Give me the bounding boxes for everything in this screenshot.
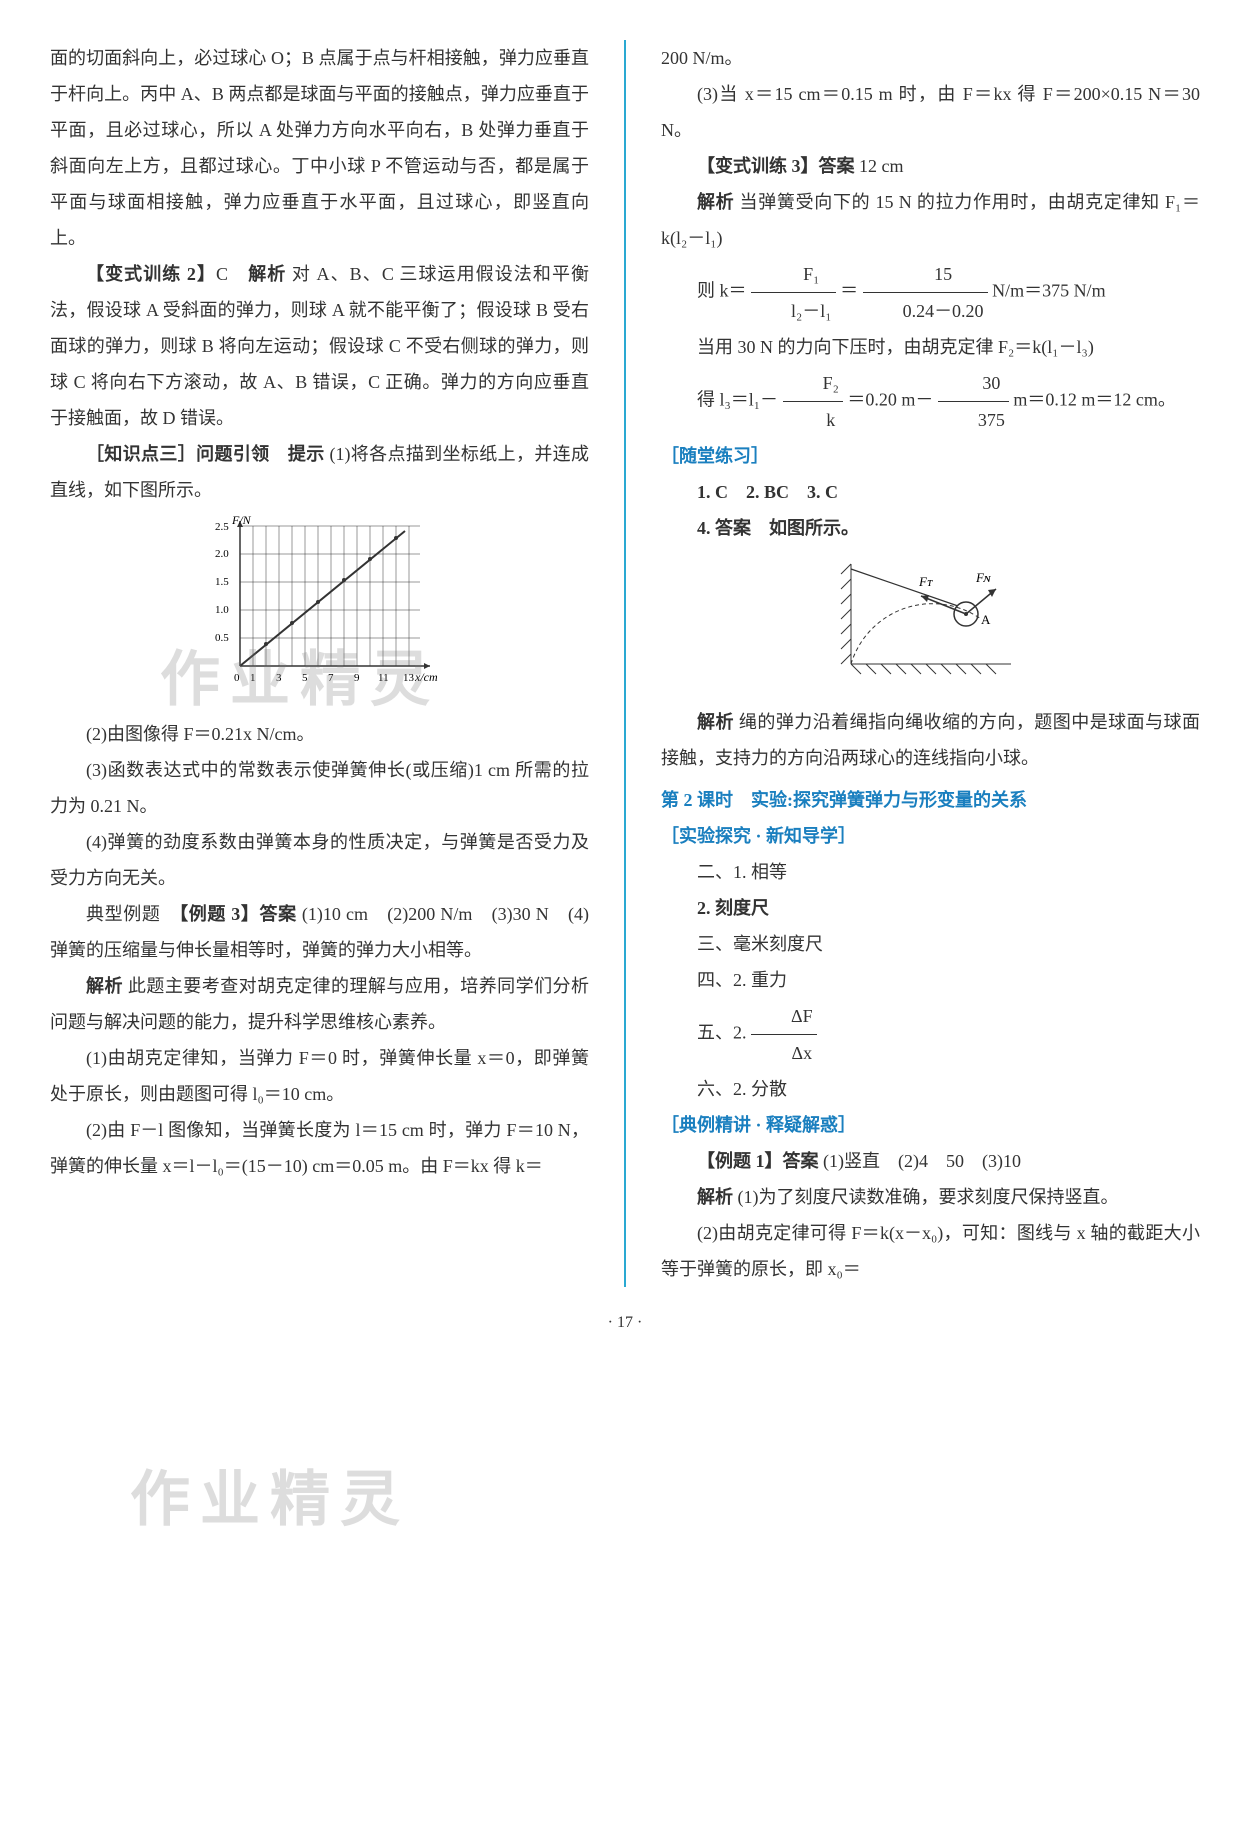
left-p5: (3)函数表达式中的常数表示使弹簧伸长(或压缩)1 cm 所需的拉力为 0.21… <box>50 752 589 824</box>
left-p6: (4)弹簧的劲度系数由弹簧本身的性质决定，与弹簧是否受力及受力方向无关。 <box>50 824 589 896</box>
left-p4: (2)由图像得 F＝0.21x N/cm。 <box>50 716 589 752</box>
section-keshiyan: 第 2 课时 实验:探究弹簧弹力与形变量的关系 <box>661 782 1200 818</box>
left-p9: (1)由胡克定律知，当弹力 F＝0 时，弹簧伸长量 x＝0，即弹簧处于原长，则由… <box>50 1040 589 1112</box>
right-p10-body: (1)竖直 (2)4 50 (3)10 <box>819 1151 1021 1171</box>
right-p2: (3)当 x＝15 cm＝0.15 m 时，由 F＝kx 得 F＝200×0.1… <box>661 76 1200 148</box>
section-suitang: ［随堂练习］ <box>661 438 1200 474</box>
left-p2: 【变式训练 2】C 解析 对 A、B、C 三球运用假设法和平衡法，假设球 A 受… <box>50 256 589 436</box>
right-p7-a: 得 l₃＝l₁－ <box>697 390 778 410</box>
left-p3-head: ［知识点三］问题引领 <box>86 444 270 464</box>
frac-1: F₁l₂－l₁ <box>751 256 836 329</box>
chart-container: F/N x/cm 0.5 1.0 1.5 2.0 2.5 0 1 3 5 7 9… <box>50 516 589 708</box>
left-p2-label: 解析 <box>248 264 286 284</box>
right-p6: 当用 30 N 的力向下压时，由胡克定律 F₂＝k(l₁－l₃) <box>661 329 1200 365</box>
frac-3: F₂k <box>783 365 843 438</box>
left-p10: (2)由 F－l 图像知，当弹簧长度为 l＝15 cm 时，弹力 F＝10 N，… <box>50 1112 589 1184</box>
right-l2: 2. 刻度尺 <box>661 890 1200 926</box>
left-column: 面的切面斜向上，必过球心 O；B 点属于点与杆相接触，弹力应垂直于杆向上。丙中 … <box>50 40 589 1287</box>
left-p7-a: 典型例题 <box>86 904 179 924</box>
right-p8: 4. 答案 如图所示。 <box>661 510 1200 546</box>
right-ans-line: 1. C 2. BC 3. C <box>661 474 1200 510</box>
right-p3-ans: 12 cm <box>855 156 904 176</box>
left-p3-tip: 提示 <box>288 444 325 464</box>
right-column: 200 N/m。 (3)当 x＝15 cm＝0.15 m 时，由 F＝kx 得 … <box>661 40 1200 1287</box>
right-p10: 【例题 1】答案 (1)竖直 (2)4 50 (3)10 <box>661 1143 1200 1179</box>
right-p11-body: (1)为了刻度尺读数准确，要求刻度尺保持竖直。 <box>733 1187 1119 1207</box>
column-divider <box>624 40 626 1287</box>
fn-chart: F/N x/cm 0.5 1.0 1.5 2.0 2.5 0 1 3 5 7 9… <box>200 516 440 696</box>
right-p9-label: 解析 <box>697 712 734 732</box>
left-p1: 面的切面斜向上，必过球心 O；B 点属于点与杆相接触，弹力应垂直于杆向上。丙中 … <box>50 40 589 256</box>
svg-text:9: 9 <box>354 672 360 684</box>
left-p8-label: 解析 <box>86 976 123 996</box>
left-p2-head: 【变式训练 2】 <box>86 264 216 284</box>
watermark-2: 作业精灵 <box>130 1440 1030 1560</box>
section-shiyan: ［实验探究 · 新知导学］ <box>661 818 1200 854</box>
right-p7-b: ＝0.20 m－ <box>847 390 933 410</box>
right-p3: 【变式训练 3】答案 12 cm <box>661 148 1200 184</box>
svg-text:7: 7 <box>328 672 334 684</box>
right-p3-head: 【变式训练 3】答案 <box>697 156 855 176</box>
right-p11-label: 解析 <box>697 1187 733 1207</box>
frac-2: 150.24－0.20 <box>863 256 988 329</box>
right-l6: 六、2. 分散 <box>661 1071 1200 1107</box>
right-l1: 二、1. 相等 <box>661 854 1200 890</box>
right-l4: 四、2. 重力 <box>661 962 1200 998</box>
right-l3: 三、毫米刻度尺 <box>661 926 1200 962</box>
svg-text:3: 3 <box>276 672 282 684</box>
right-p9-body: 绳的弹力沿着绳指向绳收缩的方向，题图中是球面与球面接触，支持力的方向沿两球心的连… <box>661 712 1200 768</box>
svg-text:1: 1 <box>250 672 256 684</box>
left-p7: 典型例题 【例题 3】答案 (1)10 cm (2)200 N/m (3)30 … <box>50 896 589 968</box>
right-p4-body: 当弹簧受向下的 15 N 的拉力作用时，由胡克定律知 F₁＝k(l₂－l₁) <box>661 192 1200 248</box>
svg-text:F/N: F/N <box>231 516 252 527</box>
right-p4: 解析 当弹簧受向下的 15 N 的拉力作用时，由胡克定律知 F₁＝k(l₂－l₁… <box>661 184 1200 256</box>
right-p1: 200 N/m。 <box>661 40 1200 76</box>
svg-text:2.0: 2.0 <box>215 548 229 560</box>
left-p7-b: 【例题 3】答案 <box>179 904 297 924</box>
right-p5: 则 k＝ F₁l₂－l₁ ＝ 150.24－0.20 N/m＝375 N/m <box>661 256 1200 329</box>
svg-text:x/cm: x/cm <box>414 670 438 684</box>
left-p2-ans: C <box>216 264 228 284</box>
force-diagram: A Fᴛ Fɴ <box>661 554 1200 696</box>
svg-text:2.5: 2.5 <box>215 521 229 533</box>
svg-text:13: 13 <box>403 672 415 684</box>
left-p2-body: 对 A、B、C 三球运用假设法和平衡法，假设球 A 受斜面的弹力，则球 A 就不… <box>50 264 589 428</box>
svg-text:1.0: 1.0 <box>215 604 229 616</box>
right-p7: 得 l₃＝l₁－ F₂k ＝0.20 m－ 30375 m＝0.12 m＝12 … <box>661 365 1200 438</box>
page-content: 面的切面斜向上，必过球心 O；B 点属于点与杆相接触，弹力应垂直于杆向上。丙中 … <box>50 40 1200 1287</box>
force-diagram-svg: A Fᴛ Fɴ <box>821 554 1041 684</box>
right-p10-head: 【例题 1】答案 <box>697 1151 819 1171</box>
right-p7-c: m＝0.12 m＝12 cm。 <box>1013 390 1176 410</box>
svg-text:Fᴛ: Fᴛ <box>918 574 933 589</box>
frac-4: 30375 <box>938 365 1009 438</box>
left-p8: 解析 此题主要考查对胡克定律的理解与应用，培养同学们分析问题与解决问题的能力，提… <box>50 968 589 1040</box>
section-dianli: ［典例精讲 · 释疑解惑］ <box>661 1107 1200 1143</box>
page-number: · 17 · <box>50 1307 1200 1339</box>
right-p12: (2)由胡克定律可得 F＝k(x－x₀)，可知：图线与 x 轴的截距大小等于弹簧… <box>661 1215 1200 1287</box>
right-p5-b: ＝ <box>840 281 858 301</box>
right-p9: 解析 绳的弹力沿着绳指向绳收缩的方向，题图中是球面与球面接触，支持力的方向沿两球… <box>661 704 1200 776</box>
right-l5: 五、2. ΔFΔx <box>661 998 1200 1071</box>
right-p5-c: N/m＝375 N/m <box>992 281 1106 301</box>
svg-text:Fɴ: Fɴ <box>975 570 991 585</box>
right-p11: 解析 (1)为了刻度尺读数准确，要求刻度尺保持竖直。 <box>661 1179 1200 1215</box>
svg-text:A: A <box>981 612 991 627</box>
right-p5-a: 则 k＝ <box>697 281 747 301</box>
left-p8-body: 此题主要考查对胡克定律的理解与应用，培养同学们分析问题与解决问题的能力，提升科学… <box>50 976 589 1032</box>
frac-5: ΔFΔx <box>751 998 817 1071</box>
right-p4-label: 解析 <box>697 192 734 212</box>
svg-text:0: 0 <box>234 672 240 684</box>
svg-text:11: 11 <box>378 672 389 684</box>
svg-text:0.5: 0.5 <box>215 632 229 644</box>
left-p3: ［知识点三］问题引领 提示 (1)将各点描到坐标纸上，并连成直线，如下图所示。 <box>50 436 589 508</box>
svg-text:1.5: 1.5 <box>215 576 229 588</box>
svg-text:5: 5 <box>302 672 308 684</box>
